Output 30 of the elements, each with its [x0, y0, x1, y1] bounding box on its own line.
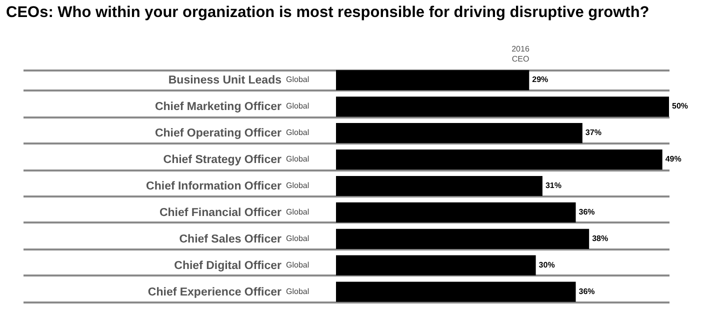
text: CEO [512, 54, 530, 64]
y-tick-label: Chief Operating Officer [154, 128, 282, 140]
text: 2016 [512, 44, 530, 54]
data-label: 38% [592, 234, 608, 243]
y-tick-label: Chief Marketing Officer [154, 101, 282, 114]
data-label: 37% [585, 128, 602, 138]
chart-title: CEOs: Who within your organization is most responsible for driving disruptive growth? [6, 4, 650, 22]
data-label: 31% [545, 181, 562, 190]
y2-tick-label: Global [286, 181, 310, 190]
y2-tick-label: Global [286, 260, 310, 270]
data-label: 49% [665, 154, 682, 164]
data-label: 30% [538, 260, 555, 270]
y-tick-label: Chief Digital Officer [174, 260, 282, 272]
y-tick-label: Chief Strategy Officer [163, 154, 282, 166]
y2-tick-label: Global [286, 286, 310, 296]
y-tick-label: Chief Information Officer [146, 180, 282, 192]
y2-tick-label: Global [286, 234, 310, 243]
data-label: 50% [672, 102, 688, 111]
y2-tick-label: Global [286, 128, 310, 138]
y2-tick-label: Global [286, 207, 310, 216]
data-label: 36% [578, 207, 595, 216]
y-tick-label: Chief Experience Officer [148, 286, 282, 298]
y2-tick-label: Global [286, 102, 310, 111]
y-tick-label: Business Unit Leads [168, 74, 282, 87]
y2-tick-label: Global [286, 75, 310, 84]
y-tick-label: Chief Financial Officer [159, 206, 282, 219]
y-tick-label: Chief Sales Officer [179, 233, 282, 246]
data-label: 36% [578, 286, 595, 296]
y2-tick-label: Global [286, 154, 310, 164]
data-label: 29% [532, 75, 548, 84]
